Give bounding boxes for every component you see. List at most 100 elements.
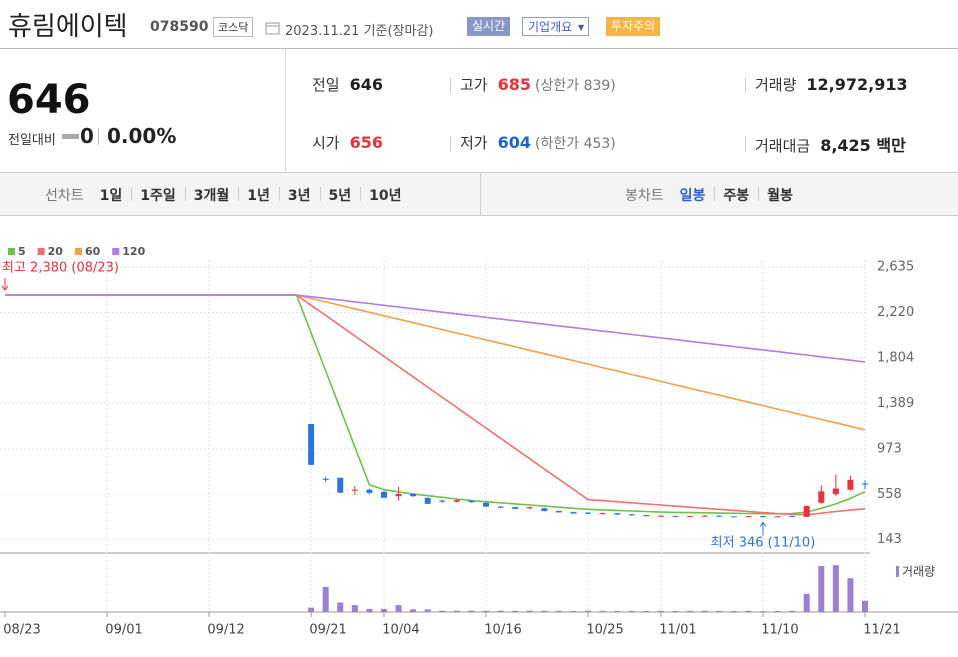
candle-body (395, 494, 402, 497)
tab-separator (131, 187, 133, 201)
legend-swatch (37, 248, 45, 255)
volume-bar (526, 610, 533, 612)
volume-bar (599, 610, 606, 612)
candle-body (424, 497, 431, 504)
volume-bar (716, 610, 723, 612)
dropdown-icon: ▼ (578, 23, 585, 32)
candle-body (585, 512, 592, 514)
candle-body (351, 489, 358, 491)
candle-body (468, 500, 475, 503)
stat-label: 고가 (460, 76, 488, 94)
volume-bar (541, 610, 548, 612)
tab[interactable]: 1주일 (140, 188, 176, 204)
candle-body (745, 516, 752, 518)
candle-body (497, 506, 504, 508)
candle-body (832, 488, 839, 495)
stat-note: (상한가 839) (535, 78, 616, 94)
company-label: 기업개요 (528, 20, 573, 34)
candle-body (774, 516, 781, 518)
volume-bar (512, 610, 519, 612)
stat: 시가 656 (312, 132, 383, 153)
realtime-button[interactable]: 실시간 (467, 17, 511, 36)
tab[interactable]: 일봉 (679, 188, 706, 204)
market-badge: 코스닥 (213, 17, 254, 37)
tab[interactable]: 주봉 (723, 188, 750, 204)
candle-body (380, 491, 387, 498)
volume-bar (614, 610, 621, 612)
candle-body (322, 478, 329, 480)
tab[interactable]: 10년 (369, 188, 402, 204)
volume-bar (687, 610, 694, 612)
volume-bar (803, 593, 810, 612)
legend-swatch (8, 248, 15, 255)
tab[interactable]: 1년 (247, 188, 270, 204)
stat: 고가 685 (상한가 839) (460, 74, 616, 95)
stat: 전일 646 (312, 74, 383, 95)
x-tick-label: 11/21 (863, 623, 900, 638)
warning-badge: 투자주의 (606, 17, 661, 36)
change: 0 (80, 124, 94, 148)
separator (98, 129, 99, 145)
tab[interactable]: 월봉 (767, 188, 793, 204)
candle-body (541, 508, 548, 511)
volume-bar (730, 610, 737, 612)
flat-icon (62, 134, 79, 139)
calendar-icon (265, 22, 280, 35)
candle-body (759, 516, 766, 518)
legend-swatch (74, 248, 82, 255)
volume-bar (380, 608, 387, 612)
low-annotation: 최저 346 (11/10) (711, 536, 816, 551)
low-arrow (759, 521, 767, 536)
candle-body (657, 515, 664, 517)
legend-label: 20 (48, 245, 64, 258)
candle-body (526, 507, 533, 509)
volume-bar (555, 610, 562, 612)
stat-value: 685 (497, 75, 532, 94)
volume-bar (410, 609, 417, 612)
tab-bar (0, 172, 958, 216)
y-tick-label: 2,220 (877, 305, 914, 320)
stat-label: 전일 (312, 76, 340, 94)
y-tick-label: 1,389 (877, 396, 914, 411)
tab[interactable]: 3개월 (193, 188, 230, 204)
stat-label: 거래량 (755, 76, 797, 94)
candle-body (308, 423, 315, 465)
price: 646 (7, 77, 91, 123)
company-button[interactable]: 기업개요 ▼ (522, 17, 590, 36)
volume-bar (570, 610, 577, 612)
candle-body (789, 515, 796, 517)
divider (480, 173, 481, 215)
volume-bar (497, 610, 504, 612)
candle-body (818, 491, 825, 503)
volume-bar (322, 586, 329, 612)
candle-body (730, 516, 737, 518)
legend-swatch (112, 248, 120, 255)
y-tick-label: 2,635 (877, 260, 914, 275)
volume-bar (424, 609, 431, 612)
tab-separator (278, 187, 280, 201)
volume-bar (585, 610, 592, 612)
ma-line (5, 294, 866, 431)
volume-bar (468, 610, 475, 612)
volume-bar (774, 610, 781, 612)
stat-label: 시가 (312, 134, 340, 152)
candle-body (701, 515, 708, 517)
tab-group-label: 봉차트 (625, 188, 664, 204)
separator (450, 78, 451, 93)
legend-label: 60 (85, 245, 101, 258)
volume-legend-swatch (896, 566, 899, 577)
stat: 저가 604 (하한가 453) (460, 132, 616, 153)
x-tick-label: 11/10 (761, 623, 798, 638)
x-tick-label: 11/01 (659, 623, 696, 638)
x-tick-label: 10/16 (484, 623, 521, 638)
stat-label: 거래대금 (755, 137, 811, 155)
tab[interactable]: 1일 (99, 188, 123, 204)
volume-bar (759, 611, 766, 612)
candle-body (716, 515, 723, 517)
ma-line (5, 294, 866, 363)
tab[interactable]: 5년 (328, 188, 352, 204)
volume-bar (337, 602, 344, 612)
tab[interactable]: 3년 (287, 188, 311, 204)
y-tick-label: 558 (877, 487, 902, 502)
